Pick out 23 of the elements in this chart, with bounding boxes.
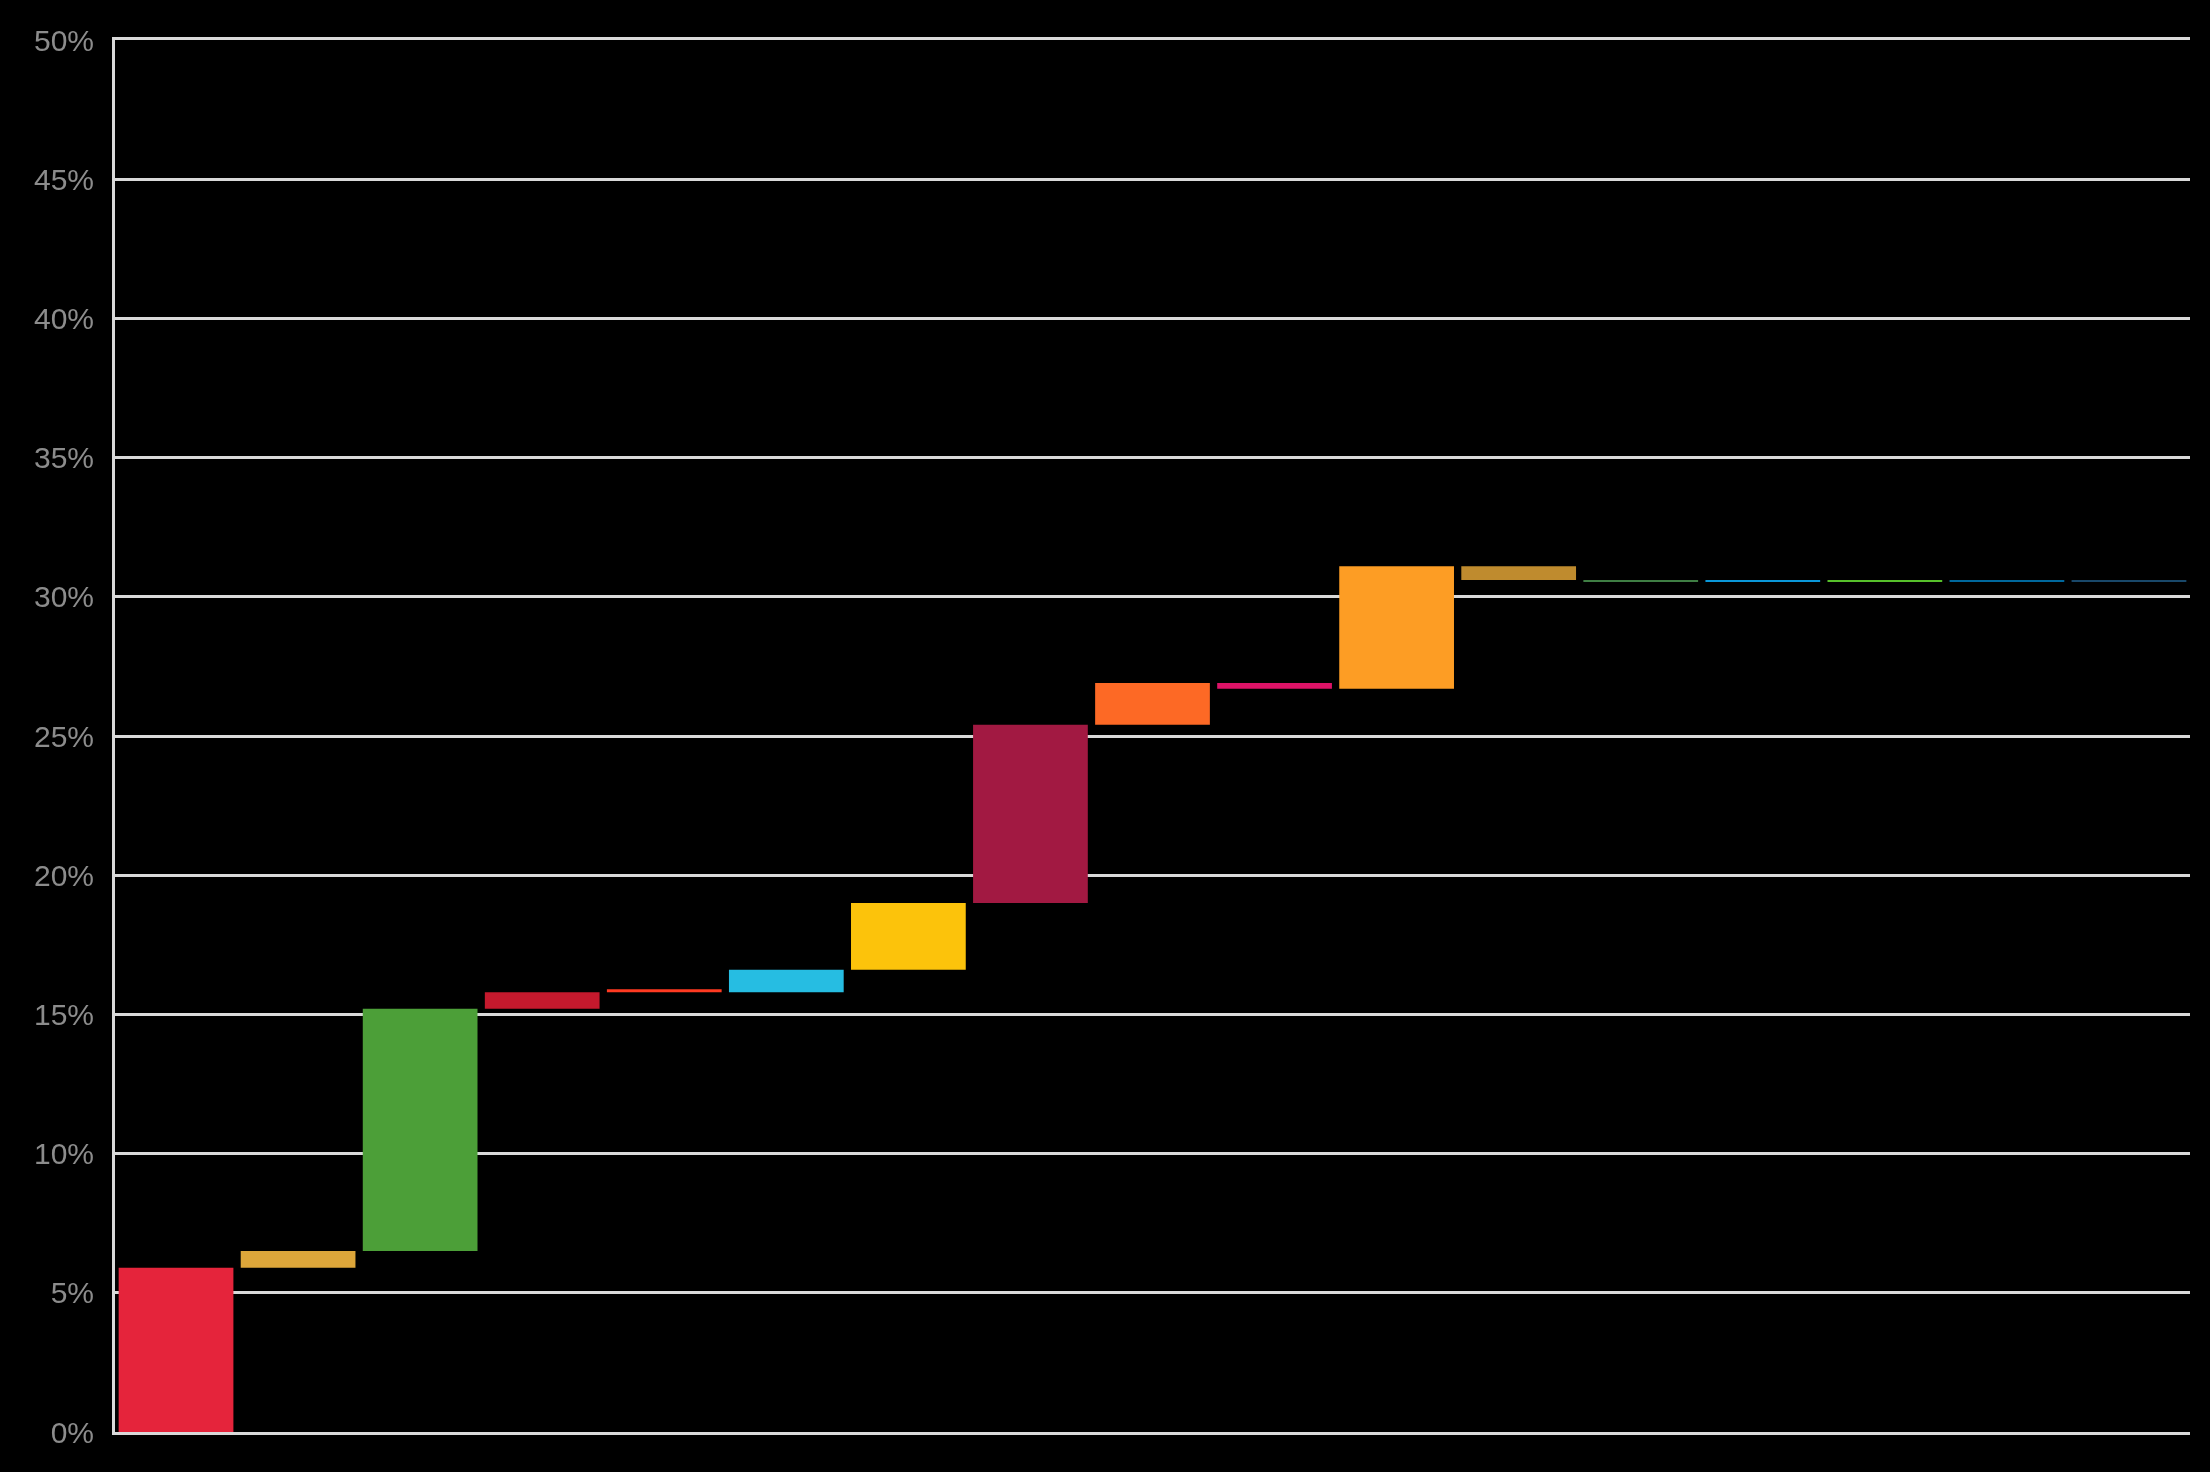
bar <box>240 1251 356 1268</box>
y-tick-label: 5% <box>50 1276 94 1310</box>
bar <box>484 992 600 1009</box>
y-tick-label: 0% <box>50 1415 94 1449</box>
y-tick-label: 20% <box>33 858 94 892</box>
bar <box>606 989 722 993</box>
y-tick-label: 40% <box>33 301 94 335</box>
y-tick-label: 35% <box>33 441 94 475</box>
y-tick-label: 15% <box>33 997 94 1031</box>
bar <box>1217 683 1332 689</box>
bar <box>1461 566 1577 581</box>
y-tick-label: 50% <box>33 23 94 57</box>
bar <box>362 1008 478 1252</box>
bar <box>1095 683 1210 725</box>
y-tick-label: 25% <box>33 719 94 753</box>
y-tick-label: 10% <box>33 1137 94 1171</box>
y-tick-label: 30% <box>33 580 94 614</box>
bar <box>973 724 1088 904</box>
bar <box>728 969 844 993</box>
bar <box>1339 566 1454 689</box>
y-tick-label: 45% <box>33 162 94 196</box>
bar <box>118 1267 234 1432</box>
bar <box>851 903 966 970</box>
